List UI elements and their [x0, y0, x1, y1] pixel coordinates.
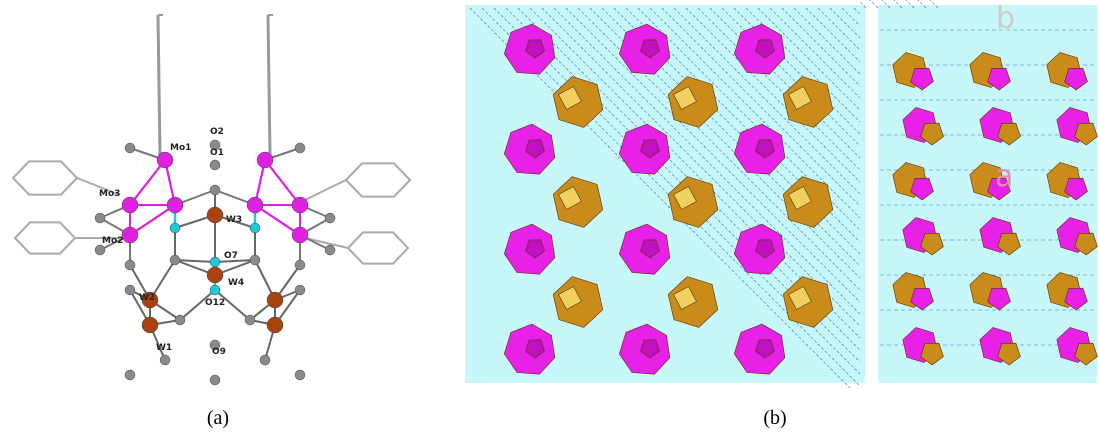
axis-label: b [996, 1, 1015, 36]
molecule-structure [13, 15, 410, 385]
atom [267, 317, 283, 333]
phenyl-ring [13, 161, 77, 194]
atom [175, 315, 185, 325]
atom-label: Mo2 [102, 236, 123, 246]
atom [247, 197, 263, 213]
atom [267, 292, 283, 308]
panel-label: (a) [207, 407, 229, 429]
figure: Mo1 O2 O1 Mo3 Mo2 W3 O7 W4 W2 O12 W1 O9 b a (a) (b) [0, 0, 1099, 438]
atom [122, 197, 138, 213]
atom [292, 227, 308, 243]
bond [158, 15, 160, 155]
atom-label: O2 [210, 127, 224, 137]
atom [295, 285, 305, 295]
atom [210, 375, 220, 385]
atom [295, 143, 305, 153]
atom-label: O7 [224, 251, 238, 261]
atom [125, 370, 135, 380]
atom [210, 285, 220, 295]
atom [292, 197, 308, 213]
atom [142, 317, 158, 333]
atom [210, 185, 220, 195]
atom [210, 257, 220, 267]
bond [265, 160, 300, 205]
atom [170, 223, 180, 233]
atom-label: O1 [210, 148, 224, 158]
atom-label: W2 [139, 293, 155, 303]
panel-label: (b) [763, 407, 786, 429]
atom [157, 152, 173, 168]
atom [125, 143, 135, 153]
atom [245, 315, 255, 325]
atom [260, 355, 270, 365]
atom [160, 355, 170, 365]
atom [125, 260, 135, 270]
atom-label: Mo1 [170, 143, 191, 153]
atom-label: W4 [228, 278, 244, 288]
atom [295, 260, 305, 270]
phenyl-ring [346, 163, 410, 196]
atom-label: Mo3 [99, 189, 120, 199]
atom [170, 255, 180, 265]
atom [125, 285, 135, 295]
atom [325, 245, 335, 255]
atom [122, 227, 138, 243]
atom-label: W1 [156, 343, 172, 353]
atom [295, 370, 305, 380]
atom [250, 255, 260, 265]
atom [207, 267, 223, 283]
atom-label: O9 [212, 347, 226, 357]
atom-label: W3 [226, 215, 242, 225]
axis-label: a [995, 159, 1013, 194]
atom [167, 197, 183, 213]
bond [268, 15, 270, 155]
atom [207, 207, 223, 223]
phenyl-ring [348, 232, 408, 263]
atom [257, 152, 273, 168]
atom [325, 213, 335, 223]
atom [95, 213, 105, 223]
atom-label: O12 [205, 298, 225, 308]
phenyl-ring [15, 222, 75, 253]
bond [305, 180, 346, 200]
atom [250, 223, 260, 233]
atom [210, 160, 220, 170]
bond [130, 160, 165, 205]
atom [95, 245, 105, 255]
